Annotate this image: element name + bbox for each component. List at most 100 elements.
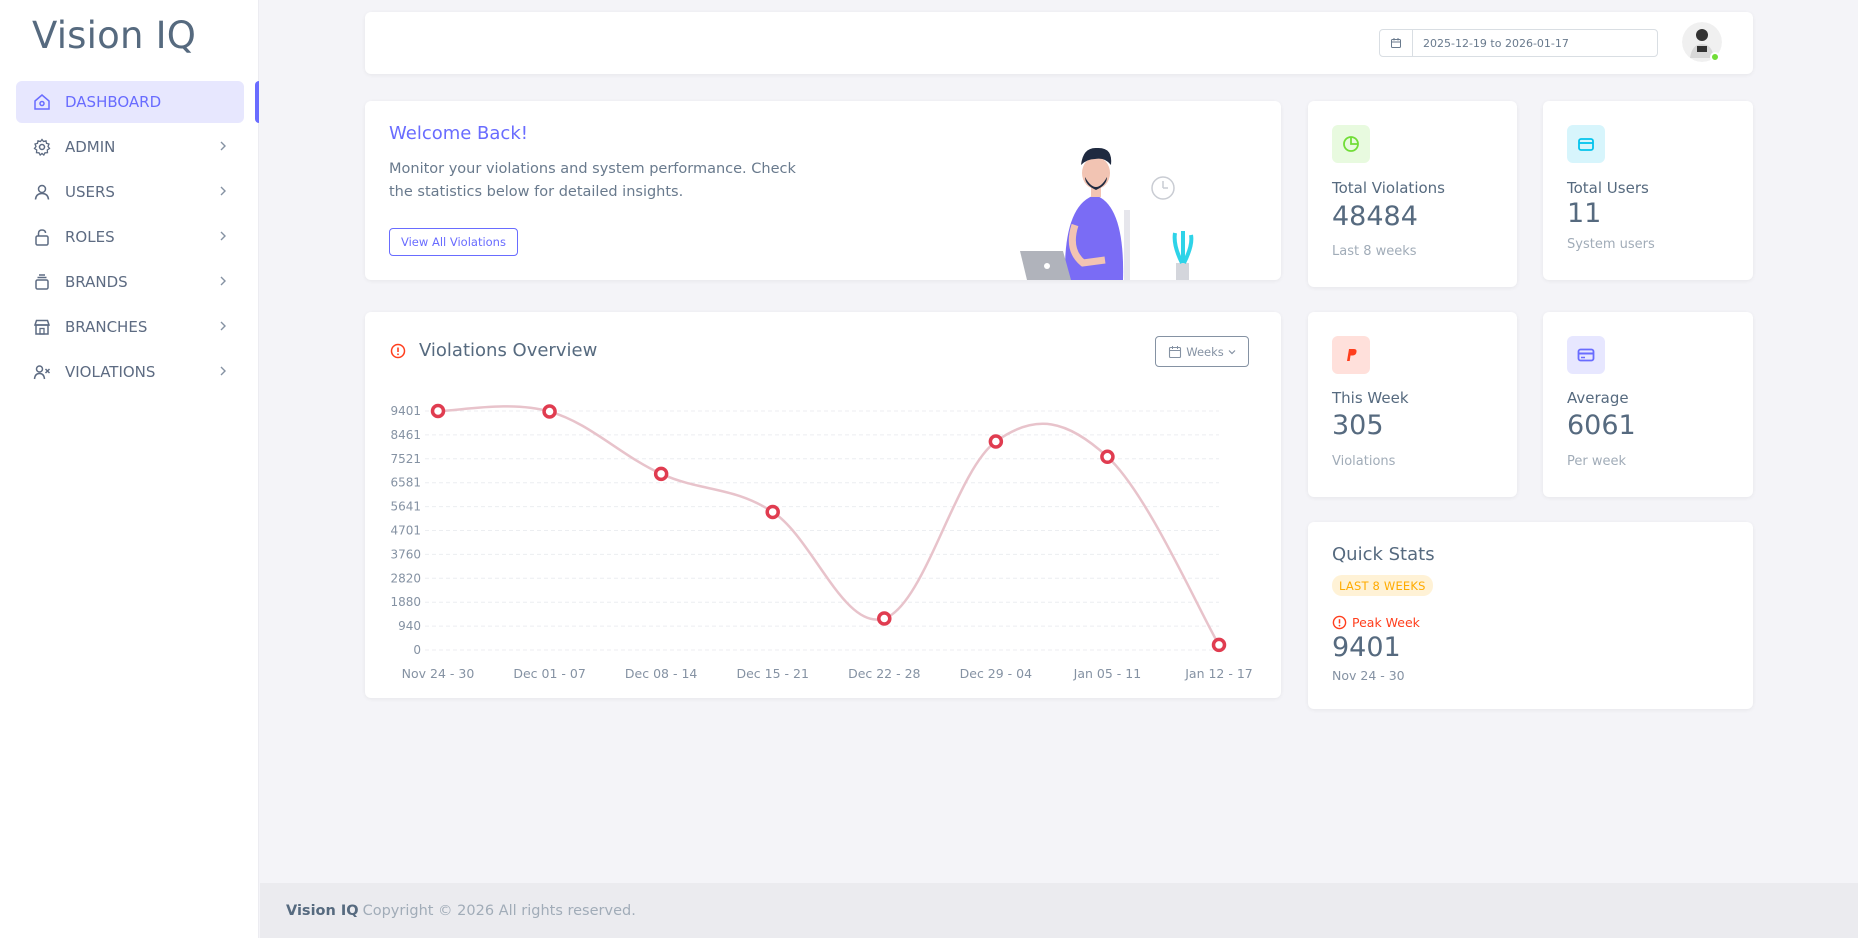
- total-violations-card: Total Violations 48484 Last 8 weeks: [1308, 101, 1517, 287]
- y-tick-label: 9401: [390, 404, 421, 418]
- x-tick-label: Dec 29 - 04: [960, 666, 1032, 681]
- y-tick-label: 8461: [390, 428, 421, 442]
- average-value: 6061: [1567, 410, 1636, 441]
- data-point: [1100, 449, 1115, 465]
- violations-overview-card: Violations Overview Weeks 0 940 1880 2820 37…: [365, 312, 1281, 698]
- date-range-input[interactable]: 2025-12-19 to 2026-01-17: [1423, 36, 1569, 50]
- x-tick-label: Jan 12 - 17: [1184, 666, 1253, 681]
- sidebar-item-brands[interactable]: BRANDS: [16, 261, 244, 303]
- alert-circle-icon: [1332, 615, 1347, 630]
- lock-icon: [33, 228, 51, 246]
- x-tick-label: Jan 05 - 11: [1073, 666, 1142, 681]
- total-users-card: Total Users 11 System users: [1543, 101, 1753, 280]
- chevron-right-icon: [220, 366, 226, 376]
- chevron-right-icon: [220, 321, 226, 331]
- calendar-icon: [1380, 30, 1413, 56]
- y-tick-label: 940: [398, 619, 421, 633]
- x-tick-label: Dec 22 - 28: [848, 666, 920, 681]
- sidebar-item-label: ADMIN: [65, 138, 116, 156]
- y-tick-label: 3760: [390, 547, 421, 561]
- total-violations-value: 48484: [1332, 201, 1418, 232]
- y-tick-label: 7521: [390, 452, 421, 466]
- sidebar-item-users[interactable]: USERS: [16, 171, 244, 213]
- this-week-card: This Week 305 Violations: [1308, 312, 1517, 497]
- x-tick-label: Nov 24 - 30: [402, 666, 475, 681]
- data-point: [653, 466, 669, 482]
- period-badge: LAST 8 WEEKS: [1332, 575, 1433, 596]
- chevron-right-icon: [220, 231, 226, 241]
- sidebar-item-label: BRANCHES: [65, 318, 148, 336]
- user-icon: [33, 183, 51, 201]
- sidebar-item-roles[interactable]: ROLES: [16, 216, 244, 258]
- data-point: [877, 611, 892, 626]
- stack-icon: [33, 273, 51, 291]
- home-icon: [33, 93, 51, 111]
- total-users-label: Total Users: [1567, 179, 1649, 197]
- sidebar-item-label: ROLES: [65, 228, 115, 246]
- average-label: Average: [1567, 389, 1629, 407]
- developer-illustration: [1020, 147, 1194, 280]
- sidebar-item-label: BRANDS: [65, 273, 128, 291]
- data-point: [542, 404, 557, 419]
- y-tick-label: 4701: [390, 523, 421, 537]
- violations-line-chart: 0 940 1880 2820 3760 4701 5641 6581 7521 8461 9401…: [390, 403, 1253, 681]
- paypal-icon: [1332, 336, 1370, 374]
- chevron-right-icon: [220, 186, 226, 196]
- y-tick-label: 2820: [390, 571, 421, 585]
- quick-stats-title: Quick Stats: [1332, 544, 1435, 565]
- footer-copyright: Copyright © 2026 All rights reserved.: [362, 902, 636, 919]
- sidebar: Vision IQ DASHBOARD ADMIN USERS ROLES BRANDS…: [0, 0, 259, 938]
- credit-card-icon: [1567, 336, 1605, 374]
- total-violations-sub: Last 8 weeks: [1332, 244, 1417, 259]
- sidebar-item-dashboard[interactable]: DASHBOARD: [16, 81, 244, 123]
- violations-overview-title: Violations Overview: [419, 340, 598, 361]
- sidebar-item-admin[interactable]: ADMIN: [16, 126, 244, 168]
- footer: Vision IQ Copyright © 2026 All rights re…: [260, 883, 1858, 938]
- data-point: [765, 504, 780, 520]
- this-week-label: This Week: [1332, 389, 1409, 407]
- date-range-picker[interactable]: 2025-12-19 to 2026-01-17: [1379, 29, 1658, 57]
- this-week-sub: Violations: [1332, 454, 1396, 469]
- x-tick-label: Dec 15 - 21: [736, 666, 808, 681]
- user-x-icon: [33, 363, 51, 381]
- store-icon: [33, 318, 51, 336]
- footer-brand: Vision IQ: [286, 902, 359, 919]
- period-label: Weeks: [1186, 344, 1224, 359]
- sidebar-nav: DASHBOARD ADMIN USERS ROLES BRANDS BRANCHES VI…: [16, 81, 244, 396]
- total-violations-label: Total Violations: [1332, 179, 1445, 197]
- quick-stats-card: Quick Stats LAST 8 WEEKS Peak Week 9401 …: [1308, 522, 1753, 709]
- welcome-title: Welcome Back!: [389, 123, 528, 144]
- chevron-right-icon: [220, 141, 226, 151]
- online-status-dot: [1710, 52, 1720, 62]
- welcome-text: Monitor your violations and system perfo…: [389, 161, 796, 200]
- x-tick-label: Dec 01 - 07: [513, 666, 585, 681]
- gear-icon: [33, 138, 51, 156]
- peak-week-label: Peak Week: [1332, 615, 1420, 630]
- series-line: [437, 405, 1221, 646]
- brand-logo[interactable]: Vision IQ: [32, 14, 197, 57]
- total-users-sub: System users: [1567, 237, 1655, 252]
- active-indicator: [255, 81, 259, 123]
- x-tick-label: Dec 08 - 14: [625, 666, 697, 681]
- y-tick-label: 1880: [390, 595, 421, 609]
- wallet-icon: [1567, 125, 1605, 163]
- period-dropdown[interactable]: Weeks: [1155, 336, 1249, 367]
- y-tick-label: 0: [413, 643, 421, 657]
- sidebar-item-branches[interactable]: BRANCHES: [16, 306, 244, 348]
- data-point: [430, 403, 446, 419]
- top-bar: 2025-12-19 to 2026-01-17: [365, 12, 1753, 74]
- data-point: [988, 434, 1004, 449]
- chevron-right-icon: [220, 276, 226, 286]
- calendar-icon: [1169, 345, 1182, 358]
- pie-chart-icon: [1332, 125, 1370, 163]
- sidebar-item-violations[interactable]: VIOLATIONS: [16, 351, 244, 393]
- average-card: Average 6061 Per week: [1543, 312, 1753, 497]
- average-sub: Per week: [1567, 454, 1627, 469]
- this-week-value: 305: [1332, 410, 1384, 441]
- y-tick-label: 6581: [390, 476, 421, 490]
- y-tick-label: 5641: [390, 500, 421, 514]
- welcome-card: Welcome Back! Monitor your violations an…: [365, 101, 1281, 280]
- view-all-violations-button[interactable]: View All Violations: [389, 228, 518, 256]
- peak-week-range: Nov 24 - 30: [1332, 668, 1405, 683]
- peak-week-value: 9401: [1332, 632, 1401, 663]
